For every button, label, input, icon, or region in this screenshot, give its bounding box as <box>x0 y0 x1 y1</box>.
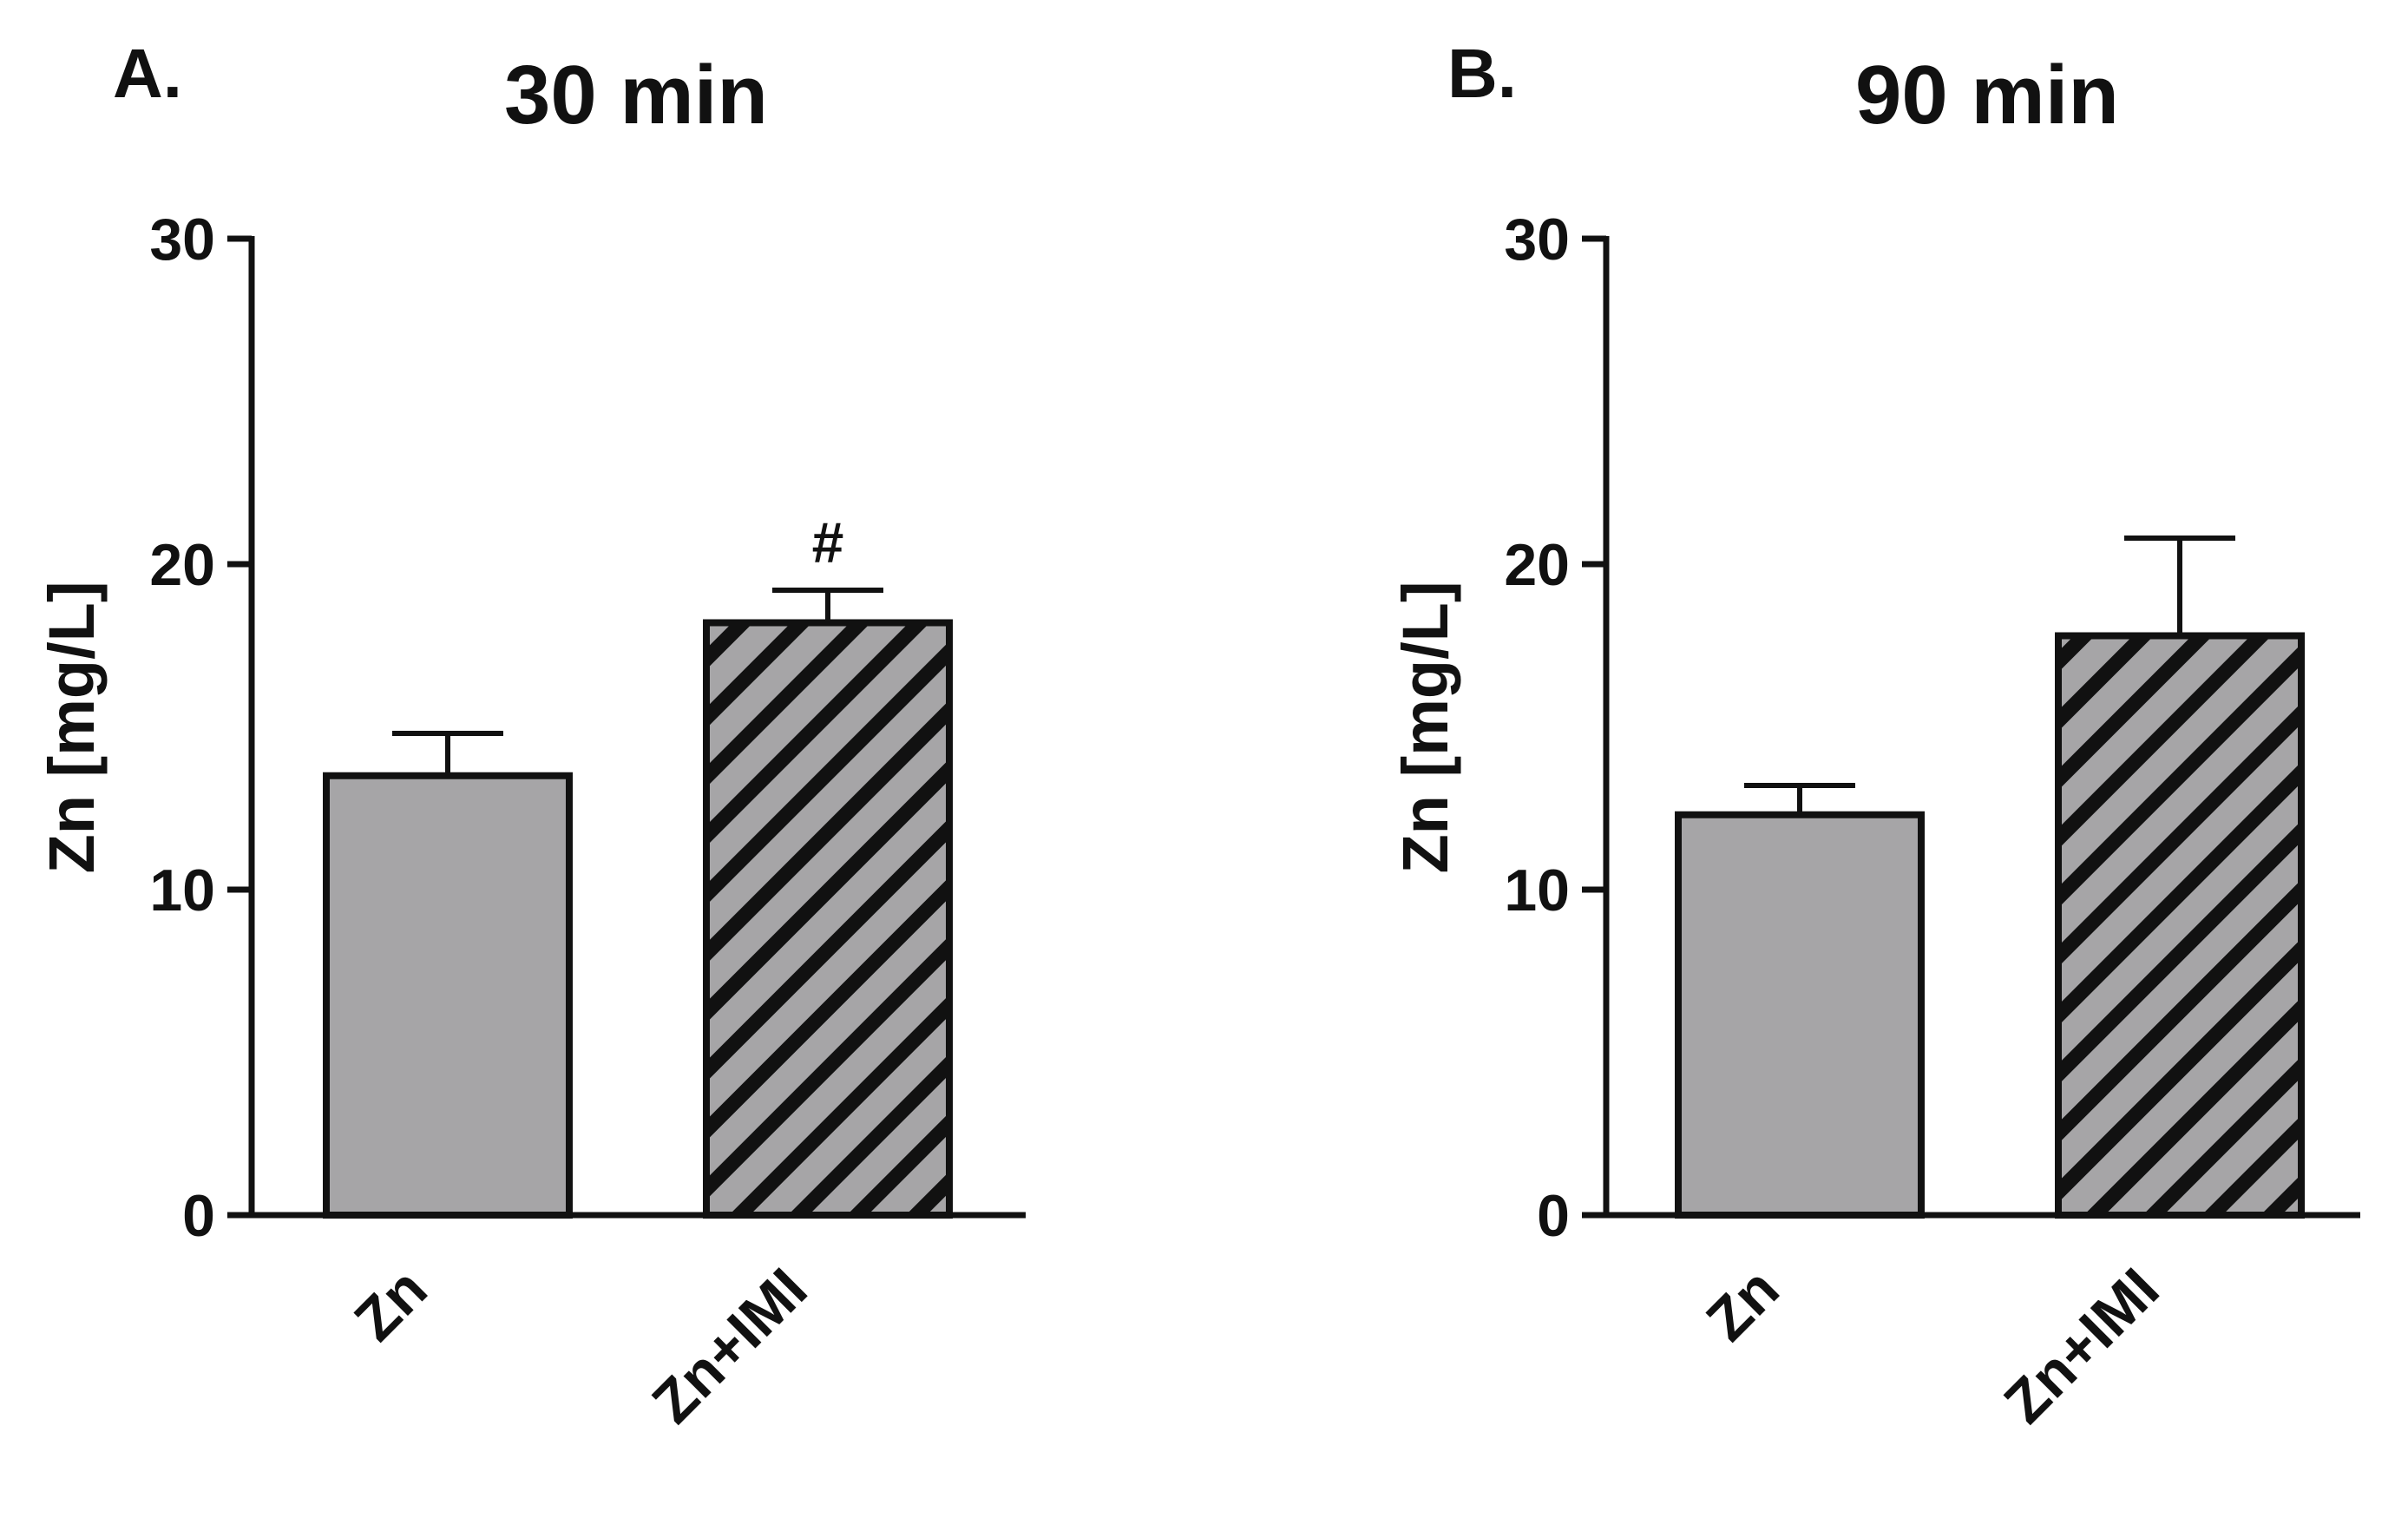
y-tick-label: 30 <box>149 207 215 273</box>
y-tick-label: 0 <box>182 1183 215 1249</box>
y-tick-label: 20 <box>149 532 215 598</box>
chart-panel-a: 0 10 20 30 Zn [mg/L] Zn # Zn+IMI <box>36 207 1026 1436</box>
panel-b-title: 90 min <box>1855 49 2119 141</box>
bar-zn <box>1675 811 1925 1219</box>
y-axis-label: Zn [mg/L] <box>1389 581 1461 873</box>
chart-panel-b: 0 10 20 30 Zn [mg/L] Zn Zn+IMI <box>1389 207 2360 1436</box>
y-tick-label: 0 <box>1537 1183 1570 1249</box>
x-category-label: Zn+IMI <box>1991 1256 2171 1436</box>
y-tick-label: 20 <box>1504 532 1570 598</box>
y-axis-label: Zn [mg/L] <box>36 581 108 873</box>
x-category-label: Zn <box>1694 1256 1791 1353</box>
panel-a-letter: A. <box>113 35 182 112</box>
panel-a-title: 30 min <box>504 49 768 141</box>
bar-zn-imi <box>2055 632 2305 1219</box>
x-category-label: Zn+IMI <box>640 1256 819 1436</box>
y-tick-label: 10 <box>1504 858 1570 923</box>
bar-zn-imi <box>703 619 953 1219</box>
bar-zn <box>323 772 573 1219</box>
x-category-label: Zn <box>342 1256 439 1353</box>
y-tick-label: 30 <box>1504 207 1570 273</box>
panel-b-labels: B. 90 min <box>1447 35 2119 141</box>
significance-marker: # <box>812 510 844 575</box>
panel-b-letter: B. <box>1447 35 1517 112</box>
panel-a-labels: A. 30 min <box>113 35 768 141</box>
y-tick-label: 10 <box>149 858 215 923</box>
